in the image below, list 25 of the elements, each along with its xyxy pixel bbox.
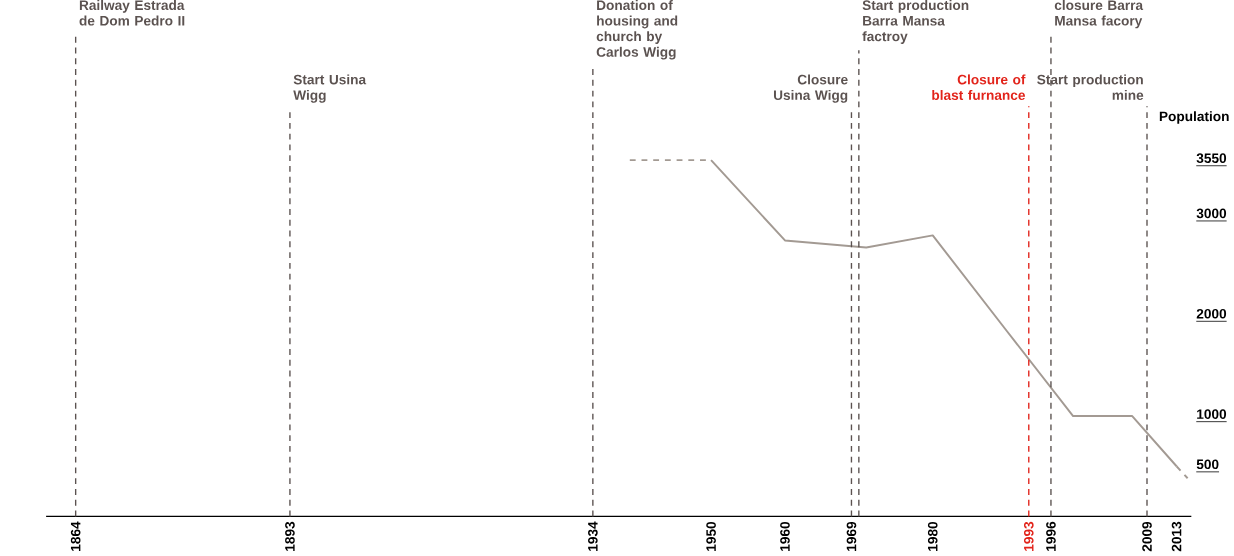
x-tick-label: 1864 <box>70 521 81 551</box>
ref-line-label: Start production Barra Mansa factroy <box>862 0 969 44</box>
y-axis-title: Population <box>1159 111 1229 124</box>
x-tick-label: 1996 <box>1046 521 1056 551</box>
x-tick-label: 1993 <box>1023 521 1034 551</box>
x-tick-label: 1969 <box>846 521 857 551</box>
x-tick-label: 1960 <box>780 521 790 551</box>
ref-line-label: Donation of housing and church by Carlos Wigg <box>596 0 678 60</box>
y-tick-label: 2000 <box>1196 308 1227 319</box>
y-tick-label: 1000 <box>1197 409 1227 419</box>
x-tick-label: 2009 <box>1142 521 1152 552</box>
ref-line-label: Closure of blast furnance <box>932 74 1026 100</box>
x-tick-label: 1980 <box>927 521 938 551</box>
y-tick-label: 500 <box>1196 459 1219 469</box>
x-tick-label: 1950 <box>706 521 716 551</box>
x-tick-label: 1893 <box>285 521 295 551</box>
ref-line-label: Closure Usina Wigg <box>773 74 848 103</box>
ref-line-label: closure Barra Mansa facory <box>1054 0 1144 29</box>
ref-line-label: Start Usina Wigg <box>293 74 367 103</box>
ref-line-label: Start production mine <box>1037 74 1144 100</box>
x-tick-label: 1934 <box>588 521 598 551</box>
x-tick-label: 2013 <box>1171 521 1182 552</box>
ref-line-label: Railway Estrada de Dom Pedro II <box>79 0 185 26</box>
y-tick-label: 3000 <box>1196 208 1227 219</box>
y-tick-label: 3550 <box>1196 153 1227 163</box>
